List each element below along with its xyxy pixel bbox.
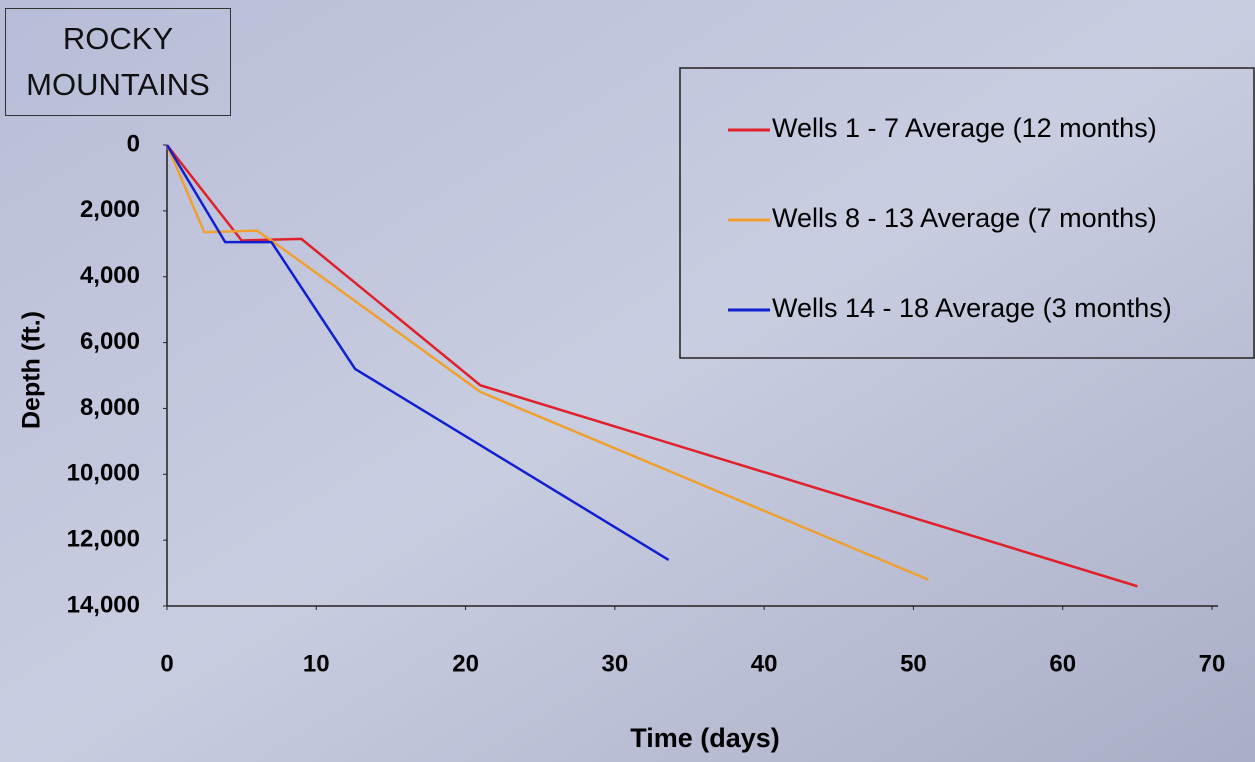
series-line — [166, 144, 1138, 588]
y-tick-label: 10,000 — [67, 460, 140, 487]
y-tick-label: 12,000 — [67, 525, 140, 552]
legend-label: Wells 14 - 18 Average (3 months) — [772, 293, 1172, 323]
legend-label: Wells 8 - 13 Average (7 months) — [772, 203, 1157, 233]
legend-box — [679, 67, 1255, 359]
y-tick-label: 2,000 — [80, 196, 140, 223]
x-tick-label: 10 — [303, 650, 330, 677]
x-tick-label: 70 — [1199, 650, 1226, 677]
series-line — [165, 144, 670, 561]
y-tick-label: 6,000 — [80, 328, 140, 355]
x-axis-title: Time (days) — [630, 723, 780, 753]
x-tick-label: 30 — [602, 650, 629, 677]
legend-label: Wells 1 - 7 Average (12 months) — [772, 113, 1157, 143]
series-line — [165, 144, 929, 581]
y-axis-title: Depth (ft.) — [18, 311, 46, 429]
y-tick-label: 8,000 — [80, 394, 140, 421]
x-tick-label: 0 — [160, 650, 173, 677]
x-tick-label: 50 — [900, 650, 927, 677]
x-tick-label: 40 — [751, 650, 778, 677]
x-tick-label: 60 — [1049, 650, 1076, 677]
y-tick-label: 4,000 — [80, 262, 140, 289]
y-tick-label: 0 — [127, 130, 140, 157]
chart-title: ROCKY MOUNTAINS — [5, 8, 231, 116]
y-tick-label: 14,000 — [67, 591, 140, 618]
x-tick-label: 20 — [452, 650, 479, 677]
